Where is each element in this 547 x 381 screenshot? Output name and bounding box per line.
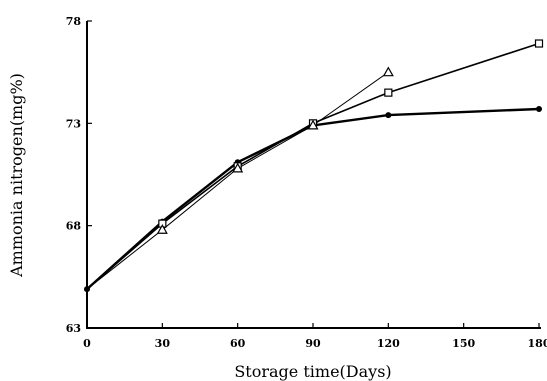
y-tick-label: 63 (66, 322, 81, 335)
series-line-open-square (86, 42, 540, 290)
data-point-open-triangle (307, 119, 319, 130)
data-point-filled-circle (84, 286, 90, 293)
markers-group (84, 39, 544, 293)
x-tick-label: 60 (230, 337, 246, 350)
series-line-open-triangle (86, 71, 389, 290)
data-point-open-square (384, 88, 393, 97)
data-point-open-square (534, 39, 544, 48)
x-tick-label: 120 (377, 337, 400, 350)
y-tick-label: 78 (66, 15, 82, 28)
series-group (86, 42, 540, 290)
x-tick-label: 90 (305, 337, 321, 350)
x-tick-label: 150 (452, 337, 475, 350)
x-tick-label: 180 (528, 337, 547, 350)
x-tick-label: 0 (83, 337, 91, 350)
ticks: 0 30 60 90 120 150 180 63 68 73 78 (66, 15, 547, 350)
data-point-filled-circle (385, 112, 392, 119)
y-tick-label: 73 (66, 117, 81, 130)
x-tick-label: 30 (155, 337, 171, 350)
data-point-open-triangle (156, 224, 168, 234)
y-axis-label: Ammonia nitrogen(mg%) (7, 73, 26, 278)
x-axis-label: Storage time(Days) (234, 362, 391, 381)
series-line-filled-circle (86, 107, 540, 290)
data-point-filled-circle (536, 106, 542, 113)
data-point-open-triangle (382, 66, 394, 77)
axes (86, 21, 541, 329)
data-point-open-triangle (232, 162, 244, 173)
y-tick-label: 68 (66, 220, 82, 233)
